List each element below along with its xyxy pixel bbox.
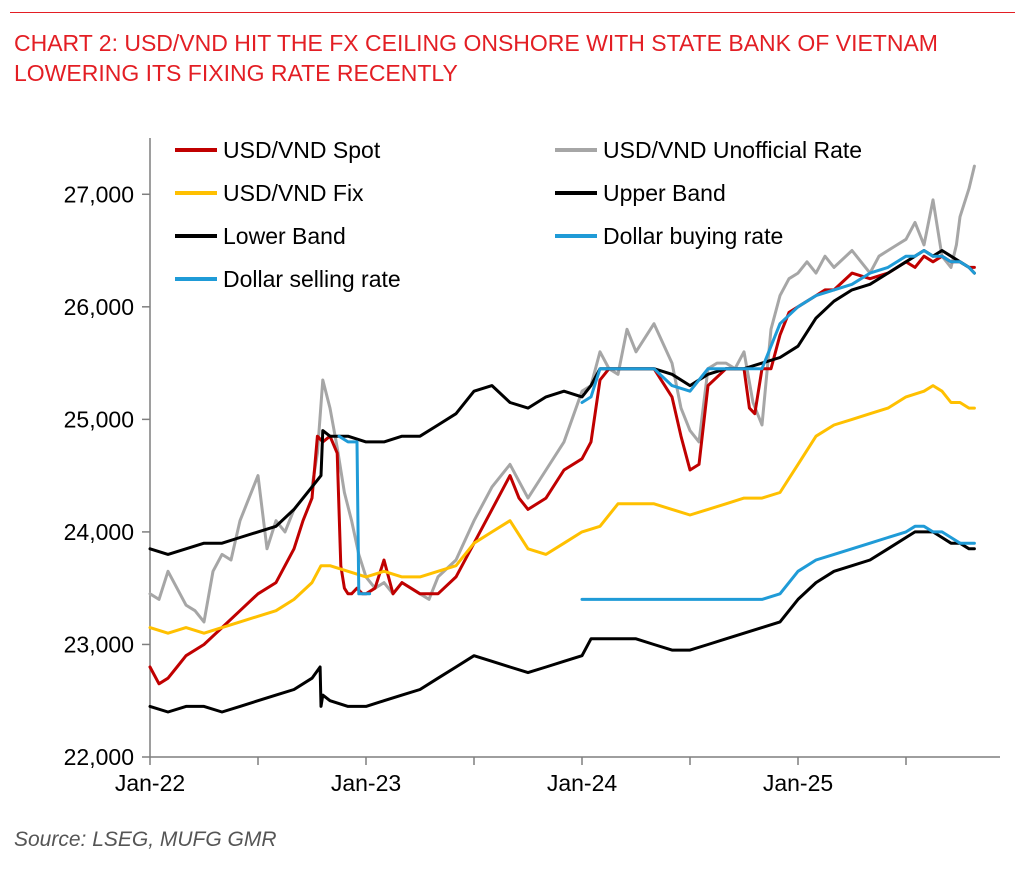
- x-tick-label: Jan-24: [547, 770, 618, 796]
- y-tick-label: 25,000: [64, 406, 134, 432]
- legend-label-dollar-selling-rate: Dollar selling rate: [223, 266, 401, 292]
- top-rule: [10, 12, 1015, 13]
- legend-label-upper-band: Upper Band: [603, 180, 726, 206]
- x-tick-label: Jan-25: [763, 770, 833, 796]
- legend-label-usd-vnd-unofficial-rate: USD/VND Unofficial Rate: [603, 137, 862, 163]
- y-tick-label: 26,000: [64, 294, 134, 320]
- y-tick-label: 27,000: [64, 181, 134, 207]
- series-line-usd-vnd-unofficial-rate: [148, 164, 976, 624]
- x-tick-label: Jan-23: [331, 770, 401, 796]
- series-line-dollar-selling-rate: [337, 249, 976, 596]
- legend: USD/VND Spot USD/VND Unofficial Rate USD/V…: [175, 137, 862, 292]
- series-line-usd-vnd-spot: [148, 254, 976, 686]
- y-tick-label: 23,000: [64, 631, 134, 657]
- chart-title: CHART 2: USD/VND HIT THE FX CEILING ONSH…: [14, 30, 938, 86]
- legend-label-usd-vnd-fix: USD/VND Fix: [223, 180, 364, 206]
- axes: 22,000 23,000 24,000 25,000 26,000 27,000 Jan-…: [64, 138, 1000, 796]
- series-line-usd-vnd-fix: [148, 384, 976, 635]
- series-line-dollar-buying-rate: [580, 524, 976, 601]
- legend-label-dollar-buying-rate: Dollar buying rate: [603, 223, 783, 249]
- legend-label-usd-vnd-spot: USD/VND Spot: [223, 137, 381, 163]
- y-tick-label: 22,000: [64, 744, 134, 770]
- series-layer: [148, 164, 976, 714]
- x-tick-label: Jan-22: [115, 770, 185, 796]
- source-note: Source: LSEG, MUFG GMR: [14, 828, 277, 851]
- legend-label-lower-band: Lower Band: [223, 223, 346, 249]
- series-line-lower-band: [148, 530, 976, 714]
- y-tick-label: 24,000: [64, 519, 134, 545]
- series-line-upper-band: [148, 249, 976, 556]
